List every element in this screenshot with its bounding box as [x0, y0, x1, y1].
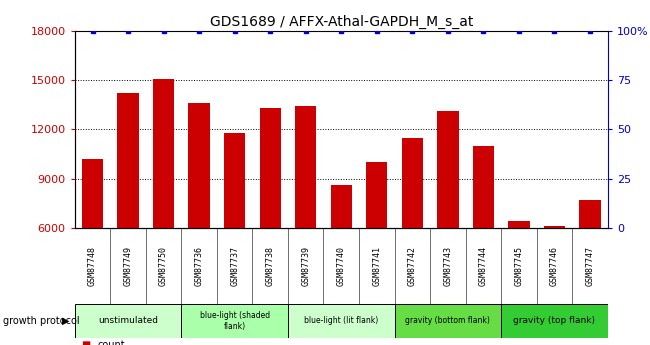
Bar: [295, 106, 317, 228]
Text: GSM87750: GSM87750: [159, 246, 168, 286]
Text: GSM87741: GSM87741: [372, 246, 382, 286]
Text: GSM87738: GSM87738: [266, 246, 275, 286]
Bar: [181, 304, 288, 338]
Bar: [579, 200, 601, 228]
Text: GSM87745: GSM87745: [514, 246, 523, 286]
Bar: [188, 103, 210, 228]
Bar: [75, 304, 181, 338]
Bar: [508, 221, 530, 228]
Bar: [366, 162, 387, 228]
Text: GSM87744: GSM87744: [479, 246, 488, 286]
Text: GSM87743: GSM87743: [443, 246, 452, 286]
Text: GSM87746: GSM87746: [550, 246, 559, 286]
Text: ▶: ▶: [62, 316, 70, 326]
Text: ■: ■: [81, 340, 90, 345]
Bar: [501, 304, 608, 338]
Text: GSM87742: GSM87742: [408, 246, 417, 286]
Text: GSM87748: GSM87748: [88, 246, 97, 286]
Text: growth protocol: growth protocol: [3, 316, 80, 326]
Bar: [288, 304, 395, 338]
Bar: [402, 138, 423, 228]
Text: GSM87747: GSM87747: [586, 246, 595, 286]
Bar: [395, 304, 501, 338]
Bar: [82, 159, 103, 228]
Text: GSM87740: GSM87740: [337, 246, 346, 286]
Bar: [224, 132, 245, 228]
Bar: [331, 185, 352, 228]
Text: GSM87736: GSM87736: [194, 246, 203, 286]
Title: GDS1689 / AFFX-Athal-GAPDH_M_s_at: GDS1689 / AFFX-Athal-GAPDH_M_s_at: [209, 14, 473, 29]
Bar: [473, 146, 494, 228]
Bar: [437, 111, 458, 228]
Text: blue-light (lit flank): blue-light (lit flank): [304, 316, 378, 325]
Bar: [153, 79, 174, 228]
Bar: [118, 93, 138, 228]
Text: GSM87737: GSM87737: [230, 246, 239, 286]
Bar: [259, 108, 281, 228]
Text: blue-light (shaded
flank): blue-light (shaded flank): [200, 311, 270, 331]
Text: unstimulated: unstimulated: [98, 316, 158, 325]
Text: GSM87739: GSM87739: [301, 246, 310, 286]
Text: gravity (top flank): gravity (top flank): [514, 316, 595, 325]
Text: gravity (bottom flank): gravity (bottom flank): [406, 316, 490, 325]
Text: GSM87749: GSM87749: [124, 246, 133, 286]
Bar: [544, 226, 565, 228]
Text: count: count: [98, 340, 125, 345]
